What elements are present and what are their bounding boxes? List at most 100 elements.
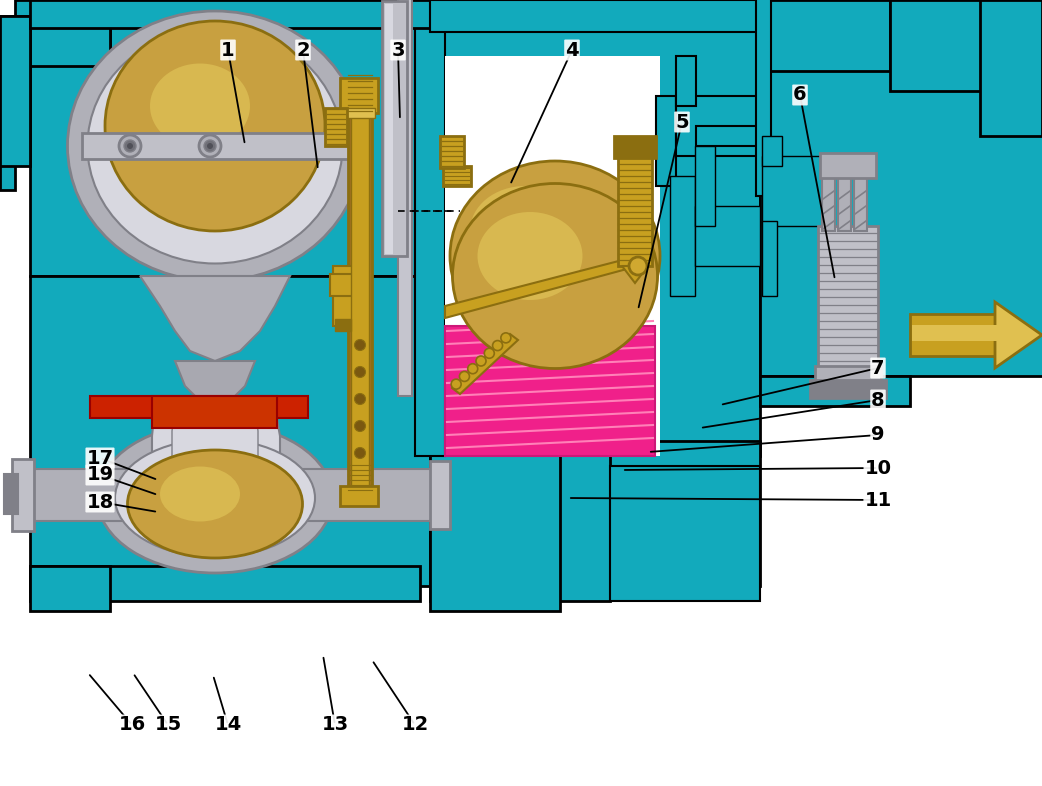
- Bar: [656, 96, 676, 186]
- Ellipse shape: [115, 439, 315, 557]
- Bar: [334, 319, 351, 331]
- Text: 14: 14: [215, 715, 242, 734]
- Bar: [340, 78, 378, 113]
- Bar: [890, 0, 1042, 91]
- Bar: [382, 1, 407, 256]
- Polygon shape: [152, 408, 280, 540]
- Text: 7: 7: [871, 358, 885, 377]
- Text: 1: 1: [221, 41, 234, 60]
- Bar: [152, 396, 277, 428]
- Circle shape: [493, 340, 502, 351]
- Ellipse shape: [452, 183, 658, 369]
- Circle shape: [354, 447, 366, 458]
- Bar: [330, 274, 356, 296]
- Circle shape: [354, 340, 366, 351]
- Bar: [815, 366, 880, 391]
- Text: 10: 10: [865, 458, 892, 478]
- Text: 17: 17: [86, 449, 114, 468]
- Ellipse shape: [470, 186, 580, 276]
- Circle shape: [354, 366, 366, 377]
- Bar: [325, 108, 347, 146]
- Bar: [398, 0, 412, 396]
- Circle shape: [354, 394, 366, 405]
- Bar: [90, 396, 308, 418]
- Ellipse shape: [127, 450, 302, 558]
- Text: 2: 2: [296, 41, 309, 60]
- Circle shape: [207, 143, 213, 149]
- Text: 15: 15: [154, 715, 181, 734]
- Polygon shape: [0, 16, 30, 190]
- Polygon shape: [445, 326, 655, 456]
- Text: 4: 4: [565, 41, 578, 60]
- Bar: [440, 136, 464, 168]
- Bar: [762, 136, 782, 166]
- Polygon shape: [452, 334, 518, 394]
- Polygon shape: [140, 276, 290, 361]
- Bar: [348, 106, 372, 491]
- Ellipse shape: [150, 64, 250, 149]
- Bar: [13, 459, 34, 531]
- Bar: [854, 176, 867, 231]
- Bar: [822, 176, 835, 231]
- Bar: [676, 56, 696, 106]
- Circle shape: [354, 421, 366, 432]
- Circle shape: [485, 348, 494, 358]
- Bar: [760, 376, 910, 406]
- Bar: [30, 26, 445, 276]
- Bar: [15, 0, 110, 66]
- Polygon shape: [172, 408, 258, 530]
- Text: 19: 19: [86, 465, 114, 484]
- Circle shape: [629, 257, 647, 275]
- Bar: [82, 133, 352, 159]
- Bar: [618, 156, 652, 266]
- Ellipse shape: [68, 11, 363, 281]
- Bar: [979, 0, 1042, 136]
- Polygon shape: [610, 466, 760, 601]
- Bar: [445, 56, 660, 456]
- Bar: [415, 11, 445, 456]
- Bar: [810, 380, 886, 398]
- Polygon shape: [175, 361, 255, 408]
- Circle shape: [501, 332, 511, 343]
- Circle shape: [460, 372, 470, 381]
- Text: 5: 5: [675, 112, 689, 131]
- Circle shape: [119, 135, 141, 157]
- Bar: [333, 266, 353, 326]
- Circle shape: [468, 364, 477, 373]
- Bar: [676, 96, 761, 156]
- Circle shape: [476, 356, 486, 366]
- Text: 13: 13: [321, 715, 349, 734]
- Polygon shape: [995, 302, 1042, 368]
- Bar: [430, 436, 610, 601]
- Bar: [695, 206, 760, 266]
- Bar: [30, 469, 132, 521]
- Bar: [384, 4, 393, 254]
- Bar: [670, 176, 695, 296]
- Text: 12: 12: [401, 715, 428, 734]
- Bar: [820, 153, 876, 178]
- Circle shape: [451, 379, 462, 389]
- Bar: [30, 276, 445, 586]
- Bar: [756, 0, 771, 196]
- Text: 16: 16: [119, 715, 146, 734]
- Bar: [696, 126, 761, 146]
- Circle shape: [124, 140, 137, 152]
- Text: 6: 6: [793, 86, 807, 105]
- Ellipse shape: [98, 423, 332, 573]
- Ellipse shape: [160, 467, 240, 521]
- Bar: [762, 156, 822, 226]
- Text: 18: 18: [86, 493, 114, 512]
- Circle shape: [199, 135, 221, 157]
- Bar: [0, 16, 30, 166]
- Bar: [340, 486, 378, 506]
- Text: 3: 3: [391, 41, 404, 60]
- Ellipse shape: [450, 161, 660, 351]
- Polygon shape: [445, 256, 638, 318]
- Bar: [760, 0, 890, 71]
- Bar: [430, 441, 760, 586]
- Circle shape: [127, 143, 133, 149]
- Circle shape: [204, 140, 216, 152]
- Ellipse shape: [477, 212, 582, 300]
- Bar: [30, 0, 430, 28]
- Bar: [838, 176, 851, 231]
